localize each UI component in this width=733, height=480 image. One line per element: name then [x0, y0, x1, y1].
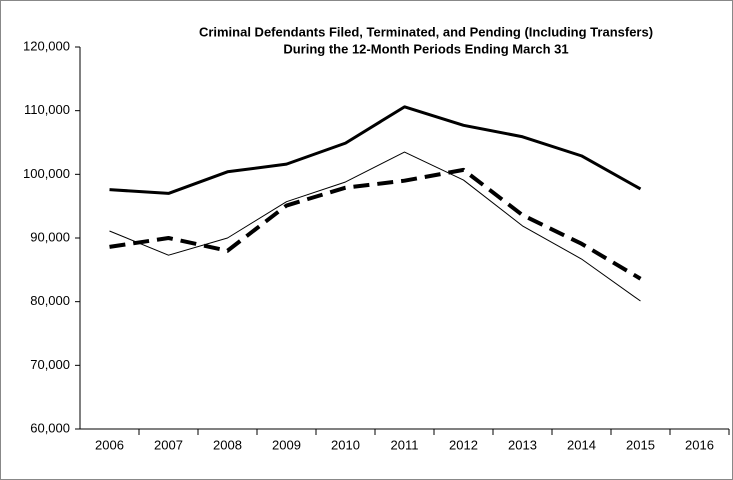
y-tick-label: 70,000 [30, 357, 70, 372]
y-tick-label: 80,000 [30, 293, 70, 308]
series-line [109, 151, 641, 302]
x-tick-label: 2008 [213, 437, 242, 452]
y-tick-label: 110,000 [24, 102, 70, 117]
series-line [109, 167, 642, 281]
x-tick-label: 2007 [154, 437, 183, 452]
x-tick-label: 2011 [391, 437, 419, 452]
x-tick-label: 2012 [449, 437, 478, 452]
chart-title: Criminal Defendants Filed, Terminated, a… [199, 24, 653, 39]
x-tick-label: 2013 [508, 437, 537, 452]
x-tick-label: 2016 [685, 437, 714, 452]
x-tick-label: 2015 [626, 437, 655, 452]
y-tick-label: 90,000 [30, 229, 70, 244]
x-tick-label: 2014 [567, 437, 596, 452]
y-tick-label: 100,000 [23, 166, 70, 181]
series-line [109, 105, 642, 195]
chart-subtitle: During the 12-Month Periods Ending March… [283, 41, 568, 56]
y-tick-label: 120,000 [23, 38, 70, 53]
x-tick-label: 2010 [331, 437, 360, 452]
x-tick-label: 2009 [272, 437, 301, 452]
y-tick-label: 60,000 [30, 420, 70, 435]
x-tick-label: 2006 [95, 437, 124, 452]
